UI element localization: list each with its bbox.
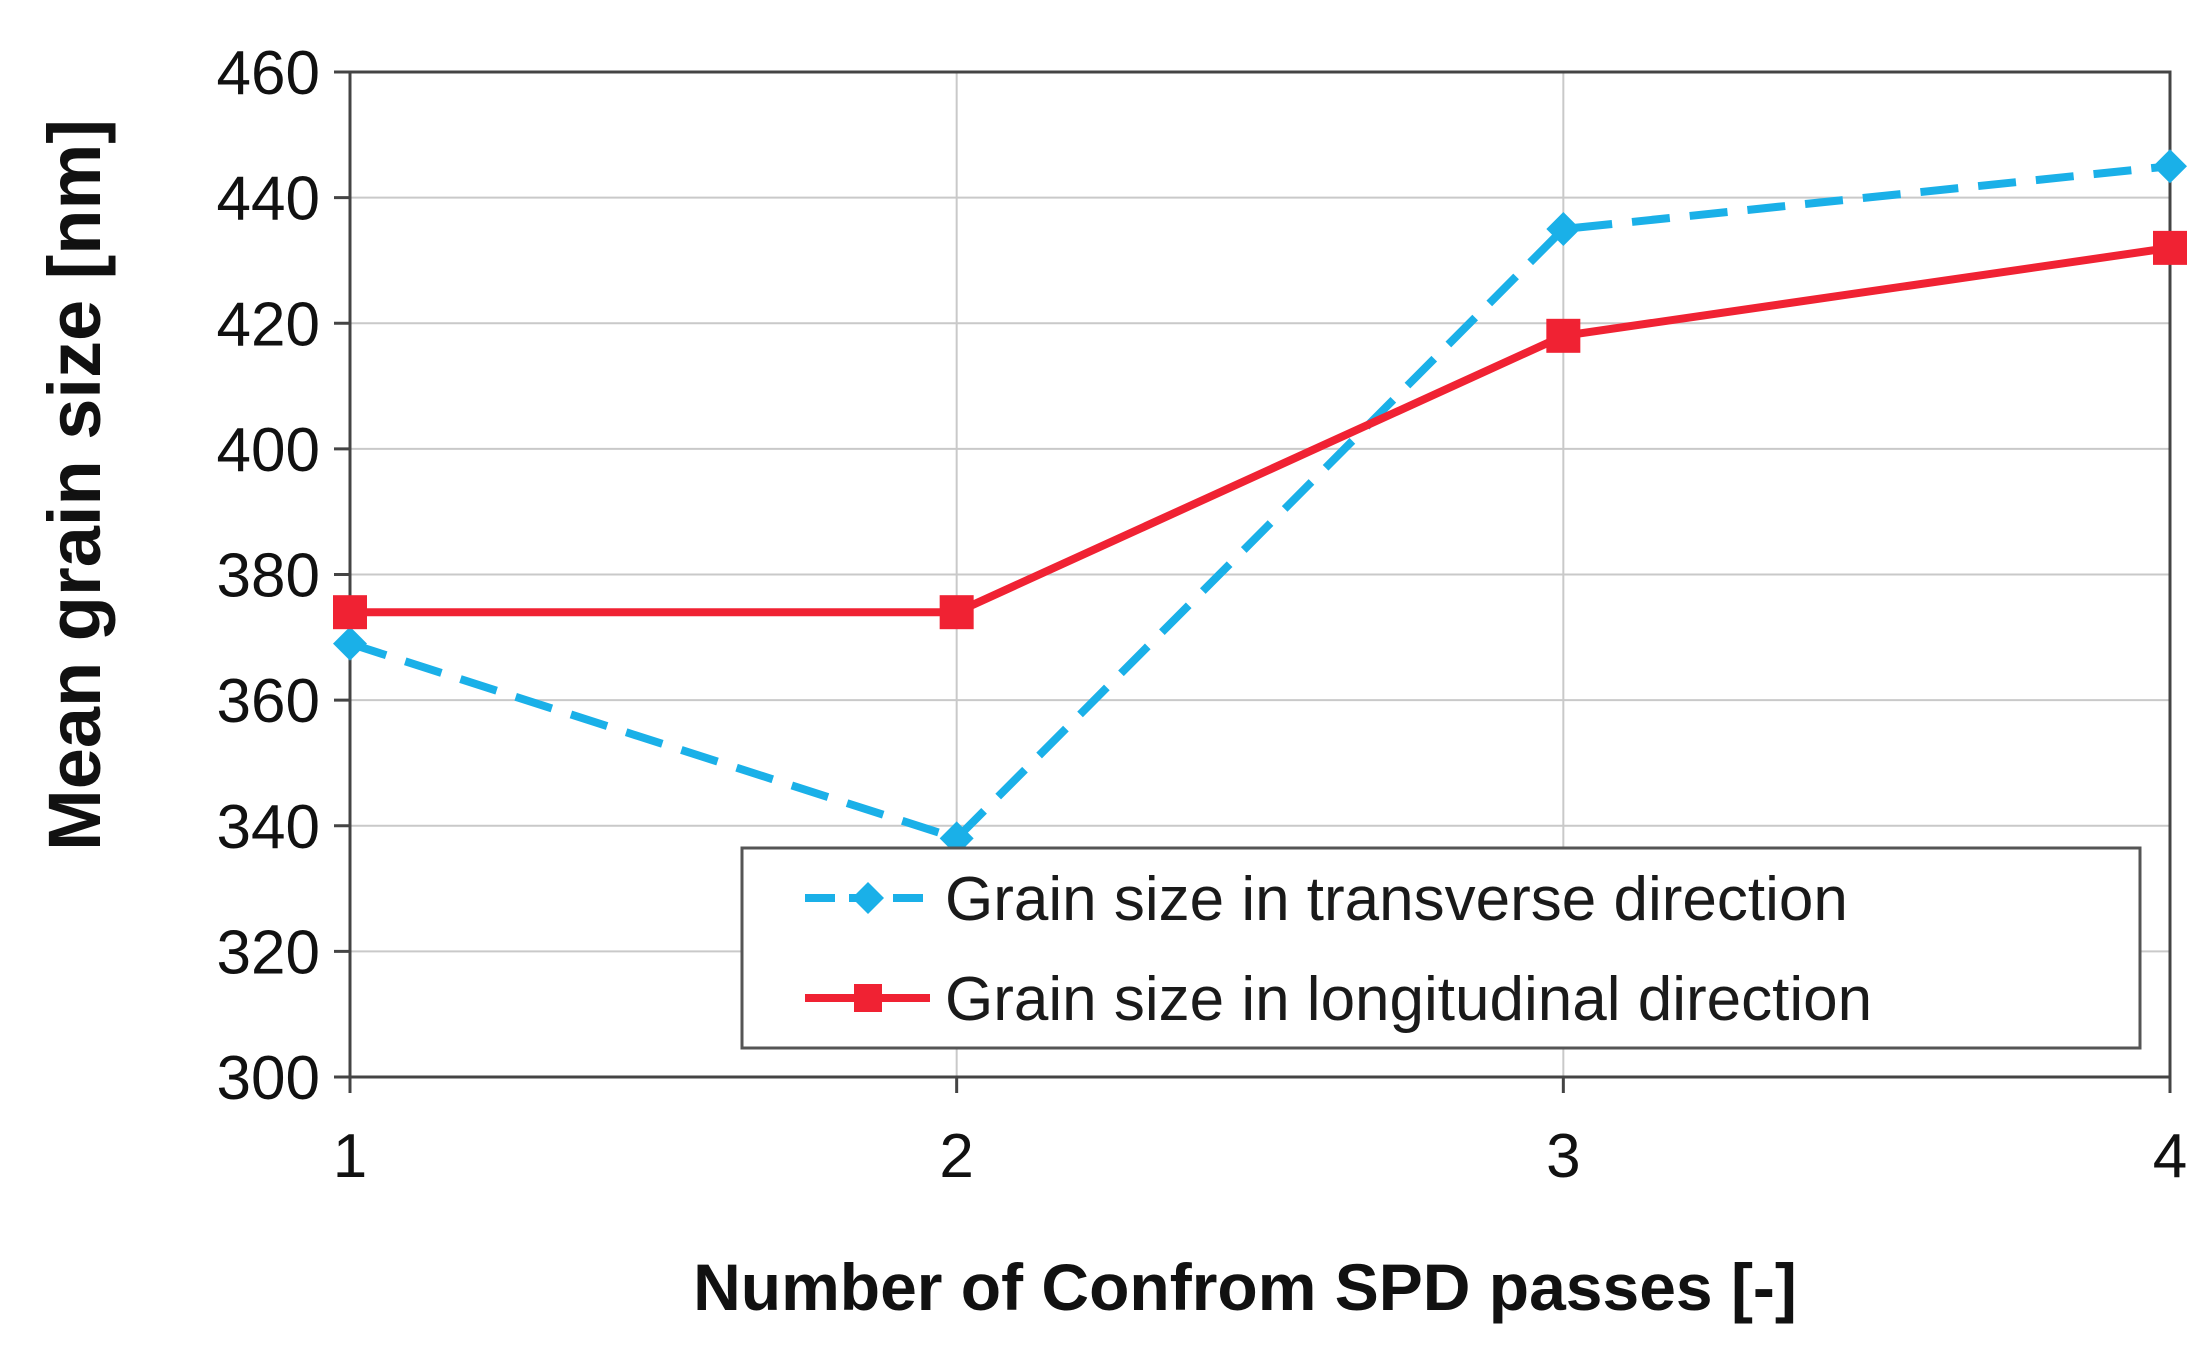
y-tick-label: 420 bbox=[217, 290, 320, 359]
grid-layer bbox=[350, 72, 2170, 1077]
y-axis-title: Mean grain size [nm] bbox=[33, 119, 116, 851]
series-line-transverse bbox=[348, 162, 2171, 843]
axis-layer: 300 320 340 360 380 400 420 440 460 1 2 3 4 bbox=[217, 39, 2188, 1191]
y-tick-label: 340 bbox=[217, 793, 320, 862]
legend-marker-transverse bbox=[852, 882, 884, 914]
y-tick-label: 360 bbox=[217, 667, 320, 736]
legend-marker-longitudinal bbox=[854, 984, 882, 1012]
y-tick-label: 400 bbox=[217, 416, 320, 485]
x-axis-title: Number of Confrom SPD passes [-] bbox=[693, 1250, 1797, 1324]
series-layer bbox=[333, 149, 2187, 856]
y-tick-label: 300 bbox=[217, 1044, 320, 1113]
y-tick-label: 320 bbox=[217, 918, 320, 987]
data-point-longitudinal bbox=[2153, 230, 2187, 265]
y-tick-label: 380 bbox=[217, 542, 320, 611]
data-point-longitudinal bbox=[1546, 318, 1581, 353]
y-tick-label: 460 bbox=[217, 39, 320, 108]
x-tick-label: 3 bbox=[1546, 1122, 1580, 1191]
data-point-longitudinal bbox=[939, 595, 974, 630]
y-tick-label: 440 bbox=[217, 165, 320, 234]
data-point-transverse bbox=[1546, 212, 1581, 247]
series-line-longitudinal bbox=[350, 243, 2171, 617]
x-tick-label: 2 bbox=[939, 1122, 973, 1191]
x-tick-label: 4 bbox=[2153, 1122, 2187, 1191]
data-point-transverse bbox=[2153, 149, 2187, 184]
data-point-transverse bbox=[333, 626, 367, 661]
legend-box bbox=[740, 846, 2142, 1050]
legend-label-longitudinal: Grain size in longitudinal direction bbox=[945, 965, 1872, 1034]
legend-label-transverse: Grain size in transverse direction bbox=[945, 865, 1848, 934]
legend: Grain size in transverse direction Grain… bbox=[740, 846, 2142, 1050]
x-tick-label: 1 bbox=[333, 1122, 367, 1191]
data-point-longitudinal bbox=[333, 595, 367, 630]
